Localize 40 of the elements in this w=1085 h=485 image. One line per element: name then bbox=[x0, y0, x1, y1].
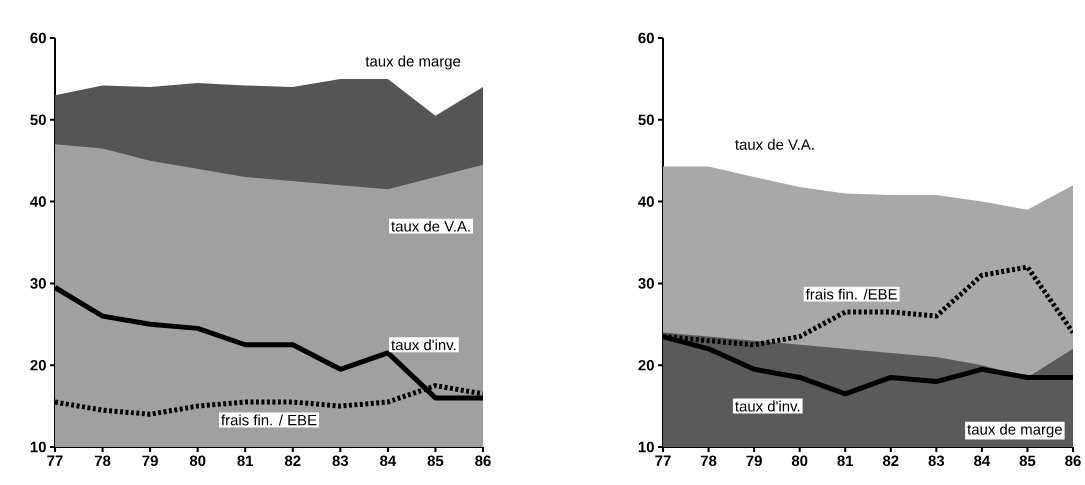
y-tick-label: 60 bbox=[638, 32, 654, 44]
x-tick-label: 81 bbox=[237, 455, 254, 467]
x-tick-label: 86 bbox=[1065, 455, 1081, 467]
y-tick-label: 10 bbox=[30, 441, 46, 453]
x-tick-label: 78 bbox=[94, 455, 111, 467]
series-label: taux de marge bbox=[365, 55, 461, 70]
x-tick-label: 77 bbox=[47, 455, 63, 466]
y-tick-label: 50 bbox=[638, 114, 654, 126]
x-tick-label: 83 bbox=[928, 455, 945, 467]
x-tick-label: 85 bbox=[1019, 455, 1036, 467]
x-tick-label: 78 bbox=[700, 455, 717, 467]
x-tick-label: 81 bbox=[837, 455, 854, 467]
x-tick-label: 82 bbox=[882, 455, 899, 467]
series-label: taux de V.A. bbox=[735, 138, 814, 150]
x-tick-label: 84 bbox=[380, 455, 397, 467]
x-tick-label: 79 bbox=[746, 455, 762, 467]
y-tick-label: 10 bbox=[638, 441, 654, 453]
x-tick-label: 82 bbox=[284, 455, 301, 467]
x-tick-label: 83 bbox=[332, 455, 349, 467]
y-tick-label: 20 bbox=[30, 359, 46, 371]
y-tick-label: 20 bbox=[638, 359, 654, 371]
series-label: taux de marge bbox=[967, 423, 1062, 438]
x-tick-label: 80 bbox=[189, 455, 206, 467]
y-tick-label: 50 bbox=[30, 114, 46, 126]
series-label: taux d'inv. bbox=[391, 339, 456, 351]
x-tick-label: 77 bbox=[655, 455, 671, 466]
x-tick-label: 80 bbox=[791, 455, 808, 467]
y-tick-label: 30 bbox=[30, 278, 46, 289]
x-tick-label: 85 bbox=[427, 455, 444, 467]
y-tick-label: 30 bbox=[638, 278, 654, 289]
x-tick-label: 86 bbox=[475, 455, 491, 467]
y-tick-label: 60 bbox=[30, 32, 46, 44]
y-tick-label: 40 bbox=[638, 196, 654, 207]
series-label: frais fin. / EBE bbox=[221, 414, 317, 426]
x-tick-label: 79 bbox=[142, 455, 158, 467]
y-tick-label: 40 bbox=[30, 196, 46, 207]
series-label: taux d'inv. bbox=[735, 400, 800, 412]
series-label: frais fin. /EBE bbox=[805, 288, 897, 300]
series-label: taux de V.A. bbox=[391, 220, 470, 232]
x-tick-label: 84 bbox=[974, 455, 991, 467]
